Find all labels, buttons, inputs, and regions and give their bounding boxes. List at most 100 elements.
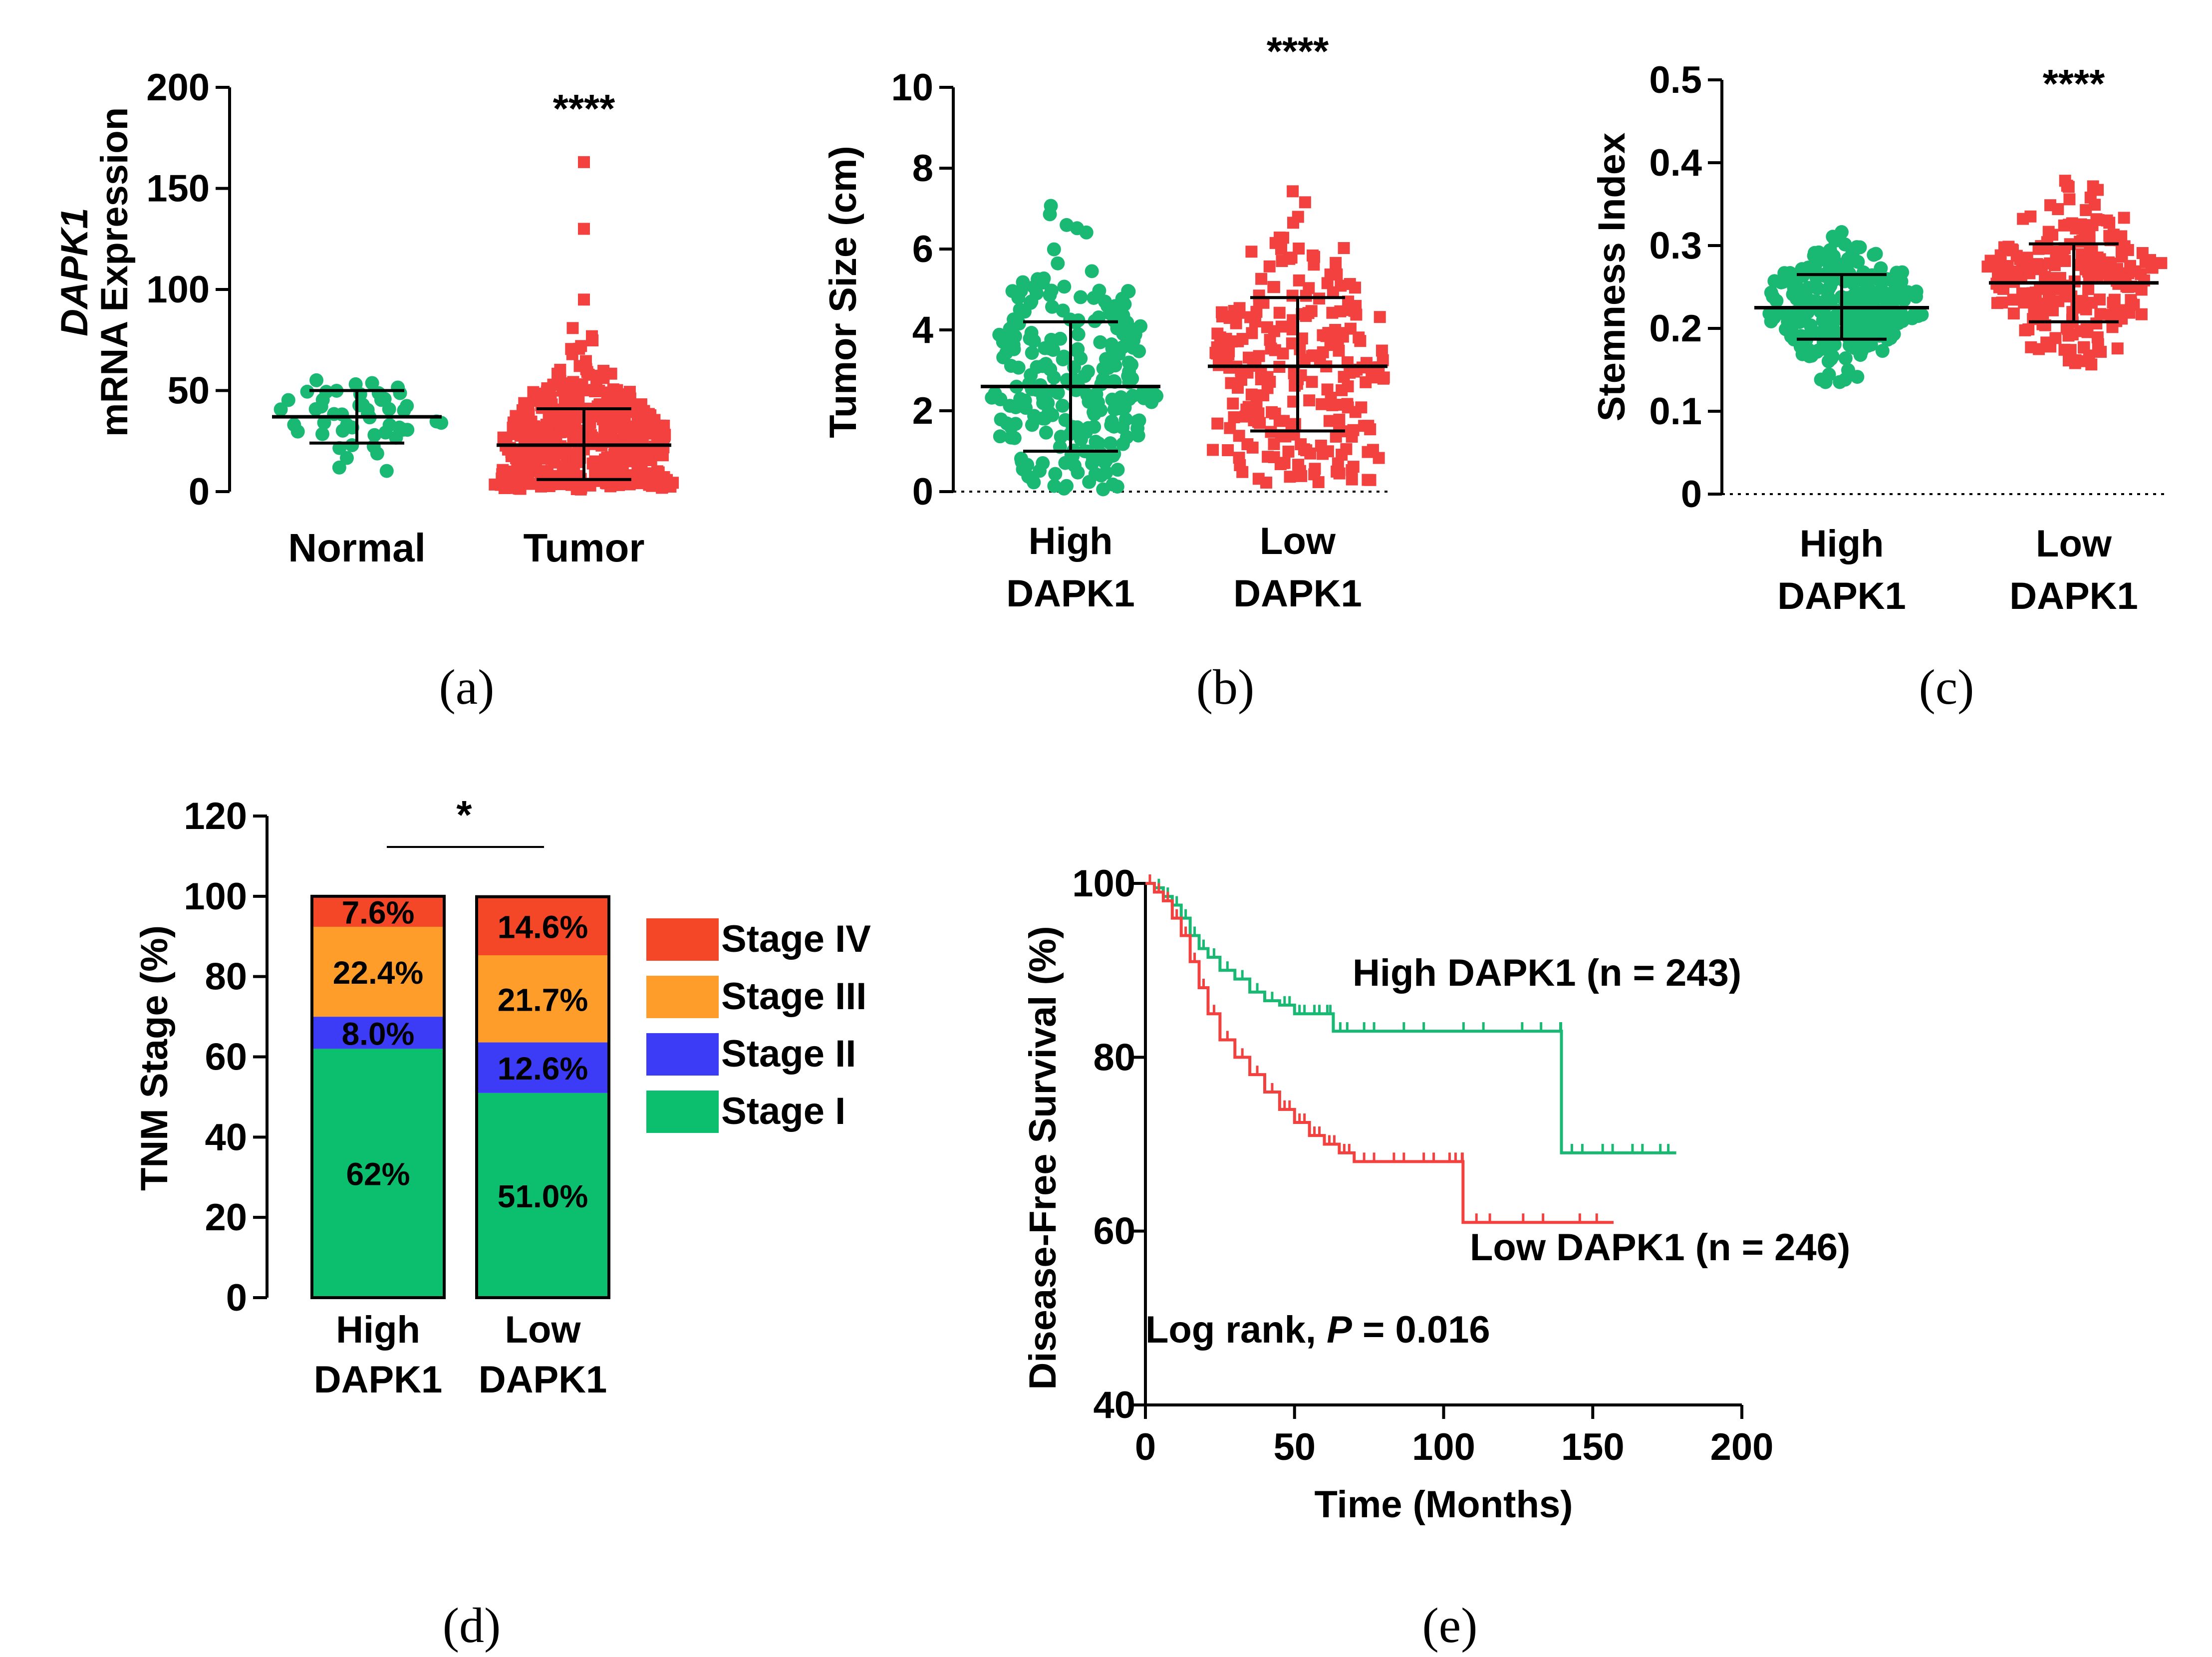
low-dapk1-point xyxy=(1309,463,1321,475)
high-dapk1-point xyxy=(1859,316,1873,331)
low-dapk1-point xyxy=(1246,441,1259,454)
tumor-point xyxy=(515,448,528,461)
y-tick-label: 100 xyxy=(1072,862,1135,905)
low-dapk1-point xyxy=(2092,338,2104,350)
high-dapk1-point xyxy=(1879,313,1894,328)
x-tick-label: 200 xyxy=(1710,1426,1774,1468)
tumor-point xyxy=(519,406,531,418)
high-dapk1-point xyxy=(1838,372,1852,387)
low-dapk1-point xyxy=(1307,249,1319,262)
x-category-label-line2: DAPK1 xyxy=(479,1359,607,1401)
low-dapk1-point xyxy=(2094,308,2107,320)
high-dapk1-point xyxy=(1044,332,1059,347)
bar-data-label: 51.0% xyxy=(498,1178,588,1214)
legend-label: Stage IV xyxy=(721,918,871,960)
low-dapk1-point xyxy=(1269,237,1282,249)
low-dapk1-point xyxy=(1262,451,1274,463)
low-dapk1-point xyxy=(1300,289,1312,302)
y-tick-label: 0.4 xyxy=(1649,142,1702,184)
high-dapk1-point xyxy=(1121,355,1136,370)
significance-label: * xyxy=(456,793,472,837)
low-dapk1-point xyxy=(1342,380,1354,393)
y-tick-label: 60 xyxy=(205,1036,247,1079)
high-dapk1-point xyxy=(1110,479,1124,494)
high-dapk1-point xyxy=(1071,342,1085,356)
high-dapk1-point xyxy=(1904,287,1919,301)
high-dapk1-point xyxy=(1907,308,1921,322)
low-dapk1-point xyxy=(2063,193,2076,206)
high-dapk1-point xyxy=(1022,376,1036,391)
bar-stage-ii xyxy=(477,1042,609,1093)
low-dapk1-point xyxy=(1267,281,1280,293)
low-dapk1-point xyxy=(1292,459,1305,471)
low-dapk1-point xyxy=(1232,381,1244,394)
x-tick-label: 50 xyxy=(1273,1426,1316,1468)
high-dapk1-point xyxy=(1841,311,1855,326)
low-dapk1-point xyxy=(1981,261,1994,273)
low-dapk1-point xyxy=(2136,247,2149,259)
high-dapk1-point xyxy=(1005,284,1020,298)
bar-stage-iii xyxy=(477,955,609,1043)
tumor-point xyxy=(575,340,587,352)
high-dapk1-point xyxy=(1105,341,1119,356)
high-dapk1-point xyxy=(1103,436,1117,451)
tumor-point xyxy=(618,414,631,427)
low-dapk1-point xyxy=(2028,308,2040,320)
bar-stage-iii xyxy=(312,926,444,1017)
normal-point xyxy=(379,464,394,478)
low-dapk1-point xyxy=(2040,336,2053,349)
high-dapk1-point xyxy=(1115,340,1130,354)
bar-data-label: 62% xyxy=(346,1156,410,1192)
high-dapk1-point xyxy=(1009,400,1023,414)
low-dapk1-point xyxy=(1298,353,1311,366)
low-dapk1-point xyxy=(1303,394,1316,407)
low-dapk1-point xyxy=(1373,452,1385,464)
high-dapk1-point xyxy=(1025,346,1039,360)
high-dapk1-point xyxy=(1793,282,1807,297)
high-dapk1-point xyxy=(1885,273,1899,287)
low-dapk1-point xyxy=(1250,305,1263,318)
low-dapk1-point xyxy=(1287,185,1299,198)
high-dapk1-point xyxy=(988,388,1002,402)
high-dapk1-point xyxy=(1007,431,1022,445)
y-tick-label: 50 xyxy=(167,370,210,412)
low-dapk1-point xyxy=(2118,240,2131,253)
high-dapk1-point xyxy=(1821,354,1836,368)
y-axis-label: Tumor Size (cm) xyxy=(822,146,864,438)
x-category-label-line1: High xyxy=(1029,520,1113,562)
high-dapk1-point xyxy=(1003,321,1017,336)
high-dapk1-point xyxy=(1850,370,1865,384)
high-dapk1-point xyxy=(1087,290,1101,305)
low-dapk1-point xyxy=(1364,474,1377,486)
normal-point xyxy=(290,424,305,439)
tumor-point xyxy=(559,426,572,438)
low-dapk1-point xyxy=(1236,333,1249,345)
low-dapk1-point xyxy=(2041,302,2053,314)
low-dapk1-point xyxy=(2080,303,2092,315)
x-tick-label: 150 xyxy=(1561,1426,1625,1468)
y-tick-label: 0 xyxy=(912,471,933,513)
normal-point xyxy=(352,398,367,413)
normal-point xyxy=(274,402,288,417)
panel-d: 0 20 40 60 80 100 120 TNM Stage (%) 62% 8.0% 22.4%… xyxy=(133,793,871,1401)
high-dapk1-point xyxy=(1096,361,1110,376)
logrank-p: P xyxy=(1327,1309,1352,1351)
y-tick-label: 0.2 xyxy=(1649,307,1702,350)
tumor-point xyxy=(569,410,581,423)
y-tick-label: 8 xyxy=(912,147,933,190)
high-dapk1-point xyxy=(1031,272,1045,286)
high-dapk1-point xyxy=(1039,425,1053,440)
high-dapk1-point xyxy=(1051,256,1065,271)
tumor-point xyxy=(605,389,617,402)
high-dapk1-point xyxy=(1818,375,1833,389)
high-dapk1-point xyxy=(1030,360,1044,374)
low-dapk1-point xyxy=(2064,344,2077,356)
x-category-label-line2: DAPK1 xyxy=(1777,575,1906,617)
low-dapk1-point xyxy=(1338,242,1350,255)
low-dapk1-point xyxy=(1228,411,1240,424)
low-dapk1-point xyxy=(2092,184,2104,196)
high-dapk1-point xyxy=(1036,390,1051,405)
high-dapk1-point xyxy=(1094,468,1108,483)
